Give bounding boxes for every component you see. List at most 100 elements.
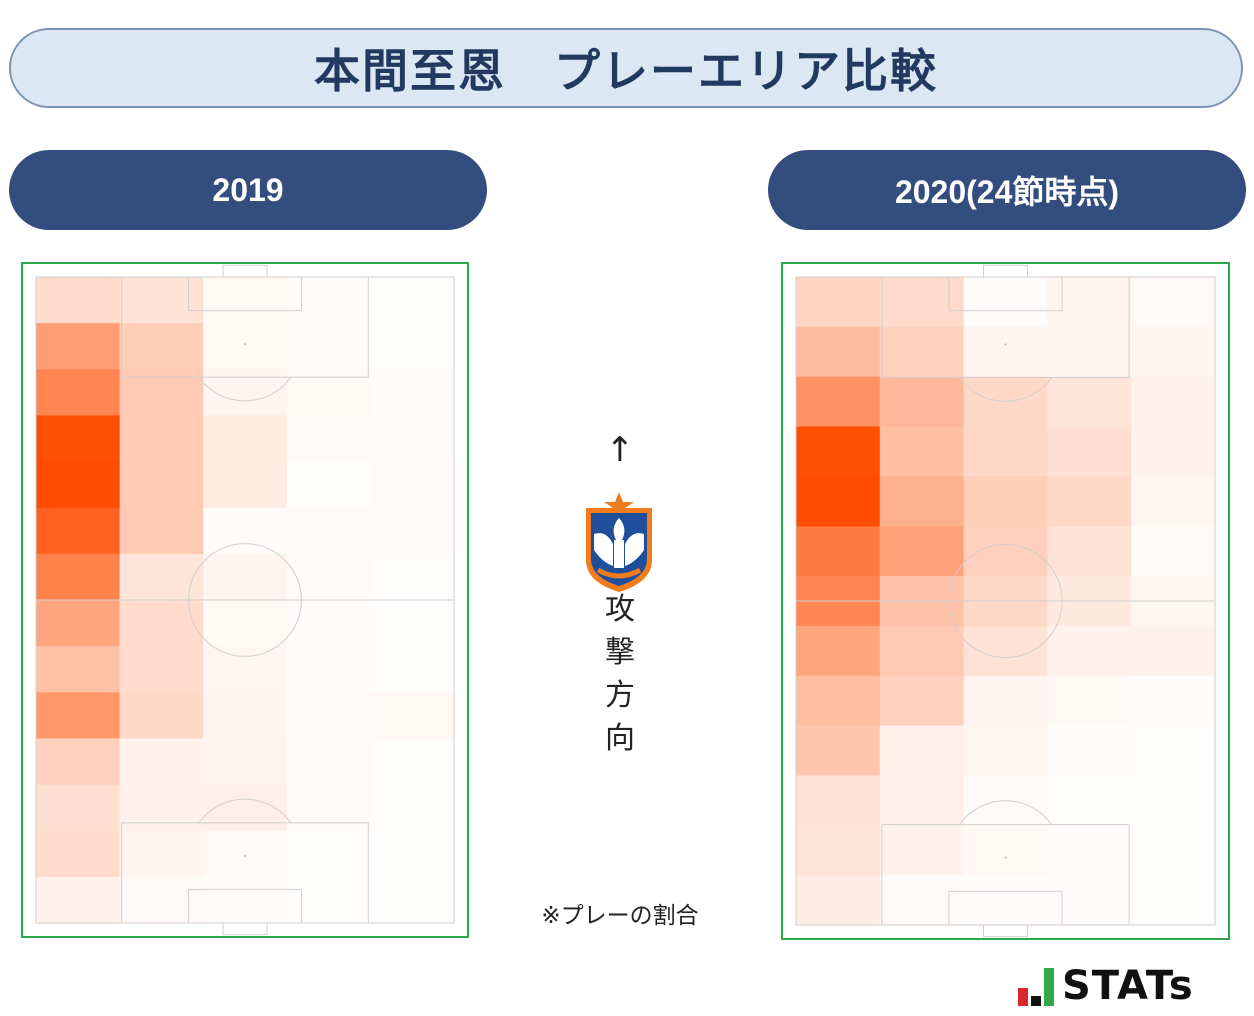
heatmap-cell bbox=[879, 526, 965, 577]
heatmap-cell bbox=[36, 323, 121, 370]
season-2020-label: 2020(24節時点) bbox=[768, 150, 1246, 230]
heatmap-cell bbox=[963, 277, 1048, 328]
note-text: ※プレーの割合 bbox=[541, 903, 699, 929]
heatmap-cell bbox=[370, 692, 455, 739]
heatmap-cell bbox=[36, 830, 121, 878]
albirex-crest-icon bbox=[586, 492, 652, 592]
heatmap-cell bbox=[119, 600, 204, 647]
heatmap-cell bbox=[36, 277, 121, 324]
heatmap-cell bbox=[286, 415, 371, 463]
heatmap-cell bbox=[119, 461, 204, 509]
heatmap-cell bbox=[36, 461, 121, 509]
heatmap-cell bbox=[203, 277, 288, 324]
heatmap-cell bbox=[879, 426, 965, 477]
heatmap-cell bbox=[1047, 426, 1132, 477]
heatmap-cell bbox=[36, 646, 121, 693]
heatmap-cell bbox=[796, 326, 881, 378]
heatmap-cell bbox=[1047, 775, 1132, 826]
heatmap-cell bbox=[119, 277, 204, 324]
heatmap-cell bbox=[286, 600, 371, 647]
heatmap-cell bbox=[796, 526, 881, 577]
pitch-markings bbox=[35, 264, 455, 936]
heatmap-cell bbox=[1131, 476, 1216, 527]
heatmap-cell bbox=[286, 830, 371, 878]
heatmap-cell bbox=[203, 461, 288, 509]
heatmap-cell bbox=[203, 876, 288, 924]
heatmap-cell bbox=[796, 775, 881, 826]
heatmap-cell bbox=[796, 625, 881, 677]
heatmap-cell bbox=[119, 323, 204, 370]
heatmap-cell bbox=[119, 876, 204, 924]
heatmap-cell bbox=[286, 277, 371, 324]
heatmap-cell bbox=[879, 675, 965, 727]
stats-logo: STATs bbox=[1018, 966, 1194, 1006]
heatmap-cell bbox=[879, 476, 965, 527]
attack-direction-label: 攻撃方向 bbox=[605, 592, 635, 756]
heatmap-cell bbox=[796, 277, 881, 328]
heatmap-cell bbox=[203, 415, 288, 463]
stats-brand-text: STATs bbox=[1062, 963, 1194, 1009]
heatmap-cell bbox=[370, 553, 455, 601]
heatmap-cell bbox=[963, 526, 1048, 577]
heatmap-cell bbox=[286, 784, 371, 832]
heatmap-cell bbox=[370, 277, 455, 324]
heatmap-cell bbox=[370, 369, 455, 416]
heatmap-cell bbox=[286, 507, 371, 555]
up-arrow-icon: ↑ bbox=[605, 430, 635, 470]
heatmap-cell bbox=[36, 692, 121, 739]
heatmap-cell bbox=[203, 784, 288, 832]
heatmap-cell bbox=[1047, 526, 1132, 577]
heatmap-cell bbox=[203, 553, 288, 601]
heatmap-cell bbox=[203, 323, 288, 370]
heatmap-cell bbox=[879, 625, 965, 677]
heatmap-cell bbox=[1047, 277, 1132, 328]
heatmap-cell bbox=[1047, 725, 1132, 776]
heatmap-cell bbox=[203, 738, 288, 786]
page-title: 本間至恩 プレーエリア比較 bbox=[9, 28, 1243, 108]
heatmap-cell bbox=[1131, 277, 1216, 328]
heatmap-cell bbox=[796, 875, 881, 926]
heatmap-cell bbox=[36, 369, 121, 416]
heatmap-2020 bbox=[781, 262, 1230, 940]
heatmap-cell bbox=[1047, 625, 1132, 677]
heatmap-cell bbox=[119, 415, 204, 463]
heatmap-cell bbox=[203, 600, 288, 647]
heatmap-cell bbox=[286, 738, 371, 786]
heatmap-cell bbox=[1047, 825, 1132, 876]
heatmap-cell bbox=[796, 725, 881, 776]
heatmap-cell bbox=[963, 725, 1048, 776]
season-2019-label: 2019 bbox=[9, 150, 487, 230]
heatmap-cell bbox=[1047, 675, 1132, 727]
heatmap-cell bbox=[370, 415, 455, 463]
heatmap-cell bbox=[796, 376, 881, 428]
heatmap-cell bbox=[370, 507, 455, 555]
heatmap-cell bbox=[963, 426, 1048, 477]
heatmap-cell bbox=[1131, 526, 1216, 577]
heatmap-cell bbox=[36, 876, 121, 924]
heatmap-cell bbox=[36, 415, 121, 463]
heatmap-cell bbox=[370, 600, 455, 647]
heatmap-cell bbox=[203, 692, 288, 739]
heatmap-cell bbox=[963, 825, 1048, 876]
heatmap-cell bbox=[796, 675, 881, 727]
stats-bars-icon bbox=[1018, 968, 1054, 1006]
heatmap-cell bbox=[370, 646, 455, 693]
heatmap-cell bbox=[1047, 376, 1132, 428]
heatmap-cell bbox=[119, 553, 204, 601]
heatmap-cell bbox=[796, 825, 881, 876]
heatmap-cell bbox=[36, 738, 121, 786]
heatmap-cell bbox=[370, 461, 455, 509]
heatmap-cell bbox=[796, 426, 881, 477]
heatmap-cell bbox=[963, 625, 1048, 677]
heatmap-cell bbox=[1131, 825, 1216, 876]
heatmap-cell bbox=[370, 830, 455, 878]
heatmap-cell bbox=[879, 825, 965, 876]
heatmap-cell bbox=[1131, 675, 1216, 727]
heatmap-cell bbox=[879, 875, 965, 926]
heatmap-cell bbox=[1131, 875, 1216, 926]
heatmap-cell bbox=[286, 461, 371, 509]
heatmap-cell bbox=[370, 738, 455, 786]
heatmap-cell bbox=[1131, 426, 1216, 477]
heatmap-cell bbox=[963, 326, 1048, 378]
heatmap-cell bbox=[286, 876, 371, 924]
